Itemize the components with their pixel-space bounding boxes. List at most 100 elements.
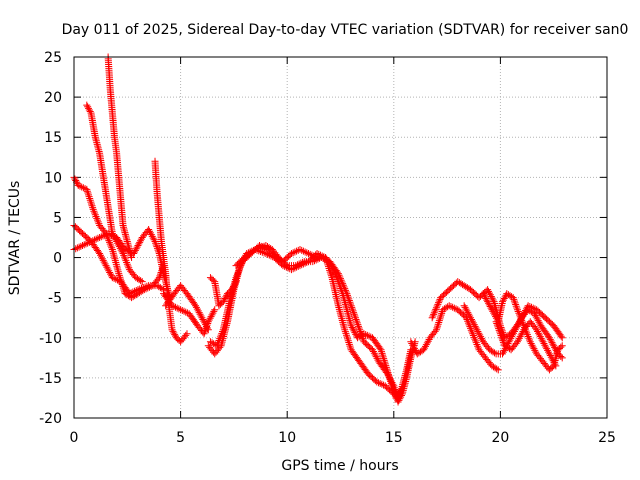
- data-point: [201, 328, 209, 336]
- data-point: [371, 351, 379, 359]
- data-point: [235, 266, 243, 274]
- data-point: [213, 342, 221, 350]
- data-point: [341, 328, 349, 336]
- data-point: [356, 326, 364, 334]
- data-point: [222, 293, 230, 301]
- data-point: [114, 239, 122, 247]
- data-point: [326, 268, 334, 276]
- data-point: [76, 182, 84, 190]
- data-point: [253, 246, 261, 254]
- data-point: [258, 248, 266, 256]
- series-arc-08: [162, 282, 212, 334]
- data-point: [93, 216, 101, 224]
- data-point: [550, 342, 558, 350]
- data-point: [145, 225, 153, 233]
- data-point: [523, 331, 531, 339]
- data-point: [345, 340, 353, 348]
- data-point: [465, 310, 473, 318]
- y-tick-label: 10: [44, 170, 62, 186]
- data-point: [116, 244, 124, 252]
- data-point: [87, 198, 95, 206]
- data-point: [517, 331, 525, 339]
- y-tick-label: 5: [53, 210, 62, 226]
- data-point: [178, 307, 186, 315]
- data-point: [96, 251, 104, 259]
- data-point: [374, 379, 382, 387]
- x-axis-label: GPS time / hours: [281, 458, 398, 474]
- data-point: [97, 233, 105, 241]
- data-point: [72, 177, 80, 185]
- data-point: [408, 340, 416, 348]
- data-point: [99, 256, 107, 264]
- data-point: [411, 345, 419, 353]
- data-point: [508, 333, 516, 341]
- data-point: [102, 262, 110, 270]
- data-point: [493, 365, 501, 373]
- data-point: [220, 296, 228, 304]
- data-point: [472, 324, 480, 332]
- data-point: [267, 252, 275, 260]
- data-point: [153, 243, 161, 251]
- data-point: [85, 191, 93, 199]
- data-point: [516, 313, 524, 321]
- data-point: [533, 315, 541, 323]
- data-point: [111, 234, 119, 242]
- data-point: [147, 231, 155, 239]
- data-point: [296, 262, 304, 270]
- data-point: [330, 266, 338, 274]
- data-point: [354, 322, 362, 330]
- data-point: [498, 333, 506, 341]
- data-point: [123, 258, 131, 266]
- data-point: [435, 317, 443, 325]
- data-point: [386, 374, 394, 382]
- data-point: [233, 270, 241, 278]
- data-point: [216, 333, 224, 341]
- data-point: [387, 379, 395, 387]
- data-point: [509, 294, 517, 302]
- data-point: [209, 309, 217, 317]
- data-point: [525, 334, 533, 342]
- series-arc-17: [492, 318, 560, 370]
- data-point: [506, 336, 514, 344]
- data-point: [355, 324, 363, 332]
- data-point: [533, 326, 541, 334]
- data-point: [112, 275, 120, 283]
- series-arc-04: [83, 101, 146, 286]
- data-point: [433, 302, 441, 310]
- data-point: [91, 211, 99, 219]
- data-point: [385, 372, 393, 380]
- data-point: [110, 233, 118, 241]
- data-point: [100, 258, 108, 266]
- data-point: [74, 181, 82, 189]
- data-point: [87, 238, 95, 246]
- data-point: [329, 264, 337, 272]
- data-point: [531, 346, 539, 354]
- data-point: [498, 335, 506, 343]
- data-point: [150, 236, 158, 244]
- plot-frame: [73, 56, 608, 419]
- data-point: [392, 394, 400, 402]
- data-point: [91, 209, 99, 217]
- data-point: [96, 250, 104, 258]
- data-point: [313, 250, 321, 258]
- data-point: [298, 261, 306, 269]
- data-point: [129, 288, 137, 296]
- data-point: [232, 274, 240, 282]
- data-point: [115, 243, 123, 251]
- data-point: [139, 284, 147, 292]
- data-point: [421, 344, 429, 352]
- data-point: [482, 294, 490, 302]
- data-point: [257, 248, 265, 256]
- data-point: [215, 336, 223, 344]
- data-point: [216, 335, 224, 343]
- data-point: [388, 381, 396, 389]
- data-point: [433, 324, 441, 332]
- data-point: [532, 313, 540, 321]
- x-tick-label: 10: [278, 430, 296, 446]
- data-point: [485, 287, 493, 295]
- data-point: [257, 242, 265, 250]
- data-point: [85, 193, 93, 201]
- data-point: [331, 269, 339, 277]
- data-point: [78, 183, 86, 191]
